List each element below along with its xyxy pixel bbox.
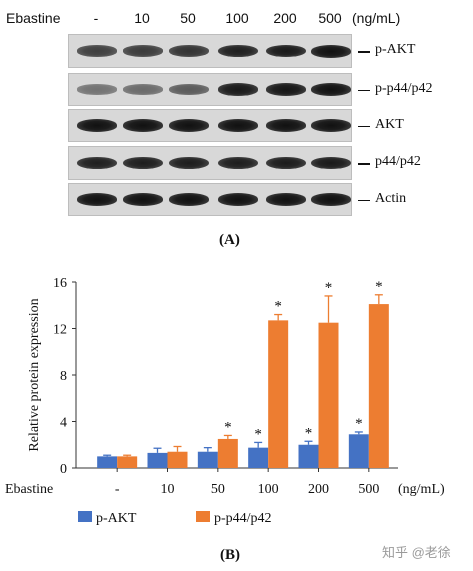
watermark: 知乎 @老徐 [382, 545, 451, 560]
blot-strip [68, 109, 352, 142]
x-axis-unit: (ng/mL) [398, 482, 445, 497]
ebastine-row-label: Ebastine [6, 10, 61, 26]
protein-expression-bar-chart: 0 4 8 12 16 Relative protein expression - 10 50 1… [5, 276, 445, 526]
blot-strip [68, 183, 352, 216]
bar [167, 451, 188, 468]
legend-label: p-AKT [96, 511, 137, 526]
blot-band [77, 84, 117, 95]
blot-band [123, 156, 163, 170]
blot-band [77, 119, 117, 132]
blot-band [123, 45, 163, 57]
significance-star: * [254, 426, 262, 442]
concentration-header: 200 [273, 10, 297, 26]
blot-label-tick [358, 51, 370, 53]
x-tick-label: 50 [211, 482, 225, 497]
blot-band [169, 119, 209, 132]
blot-band [266, 193, 306, 206]
x-tick-label: 100 [258, 482, 279, 497]
blot-band [77, 156, 117, 170]
y-tick-label: 12 [53, 323, 67, 338]
x-tick-label: 500 [358, 482, 379, 497]
blot-band [218, 193, 258, 206]
bar [197, 451, 218, 468]
bar [248, 447, 269, 468]
blot-label: p-p44/p42 [375, 80, 433, 96]
blot-label-tick [358, 125, 370, 127]
blot-band [218, 83, 258, 96]
blot-band [266, 156, 306, 170]
legend-swatch [78, 511, 92, 522]
blot-strip [68, 146, 352, 180]
significance-star: * [305, 425, 313, 441]
bar [348, 434, 369, 468]
blot-band [266, 44, 306, 58]
blot-band [311, 193, 351, 206]
blot-label: p-AKT [375, 42, 416, 57]
blot-band [311, 83, 351, 96]
y-tick-label: 16 [53, 276, 67, 291]
x-axis-prefix: Ebastine [5, 482, 53, 497]
blot-label: p44/p42 [375, 154, 421, 169]
bar [298, 444, 319, 468]
blot-band [123, 84, 163, 95]
bar [217, 438, 238, 468]
blot-band [77, 193, 117, 206]
bar [97, 456, 118, 468]
legend-label: p-p44/p42 [214, 511, 272, 526]
panel-a-caption: (A) [219, 232, 240, 248]
significance-star: * [224, 419, 232, 435]
blot-label-tick [358, 163, 370, 165]
significance-star: * [375, 279, 383, 295]
blot-band [311, 119, 351, 132]
y-tick-label: 0 [60, 462, 67, 477]
blot-band [77, 45, 117, 57]
blot-band [169, 44, 209, 58]
unit-label: (ng/mL) [352, 10, 401, 26]
legend-swatch [196, 511, 210, 522]
bar [147, 452, 168, 468]
y-axis-label: Relative protein expression [27, 298, 42, 451]
bar [318, 322, 339, 468]
bar [117, 456, 138, 468]
x-tick-label: - [115, 482, 120, 497]
concentration-header: 100 [225, 10, 249, 26]
blot-band [218, 156, 258, 170]
significance-star: * [325, 280, 333, 296]
blot-band [266, 83, 306, 96]
blot-band [169, 193, 209, 206]
blot-band [218, 119, 258, 132]
blot-band [266, 119, 306, 132]
concentration-header: 50 [180, 10, 196, 26]
bar [368, 304, 389, 468]
blot-band [169, 156, 209, 170]
x-tick-label: 10 [161, 482, 175, 497]
blot-strip [68, 34, 352, 68]
blot-band [169, 84, 209, 95]
blot-label: AKT [375, 116, 404, 132]
panel-b-caption: (B) [220, 547, 240, 563]
blot-label: Actin [375, 190, 407, 206]
concentration-header: 500 [318, 10, 342, 26]
concentration-header: - [93, 10, 99, 26]
blot-band [311, 156, 351, 170]
blot-band [311, 44, 351, 58]
blot-band [123, 193, 163, 206]
blot-label-tick [358, 89, 370, 91]
concentration-header: 10 [134, 10, 150, 26]
x-tick-label: 200 [308, 482, 329, 497]
significance-star: * [274, 299, 282, 315]
bar [268, 320, 289, 468]
blot-label-tick [358, 199, 370, 201]
blot-strip [68, 73, 352, 106]
y-tick-label: 4 [60, 416, 67, 431]
blot-band [218, 44, 258, 58]
y-tick-label: 8 [60, 369, 67, 384]
blot-band [123, 119, 163, 132]
significance-star: * [355, 416, 363, 432]
